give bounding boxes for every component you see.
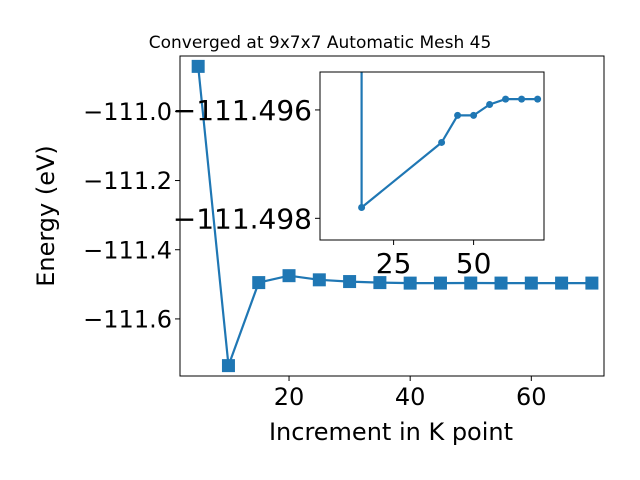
data-point [312,273,326,287]
main-y-ticks: −111.0 −111.2 −111.4 −111.6 [83,98,180,334]
main-chart: 20 40 60 −111.0 −111.2 −111.4 −111.6 Converge… [32,33,605,446]
data-point [252,276,266,290]
data-point [282,269,296,283]
data-point [585,276,599,290]
main-x-ticks: 20 40 60 [274,376,547,411]
inset-chart: 25 50 −111.498 −111.496 [173,71,545,280]
y-tick-label: −111.0 [83,98,172,126]
data-point [486,101,494,109]
data-point [454,111,462,119]
inset-series-markers [358,95,542,211]
y-tick-label: −111.498 [173,202,312,235]
inset-background [320,72,544,240]
main-series-markers [191,59,599,373]
main-plot-frame [179,55,605,377]
data-point [524,276,538,290]
x-tick-label: 50 [456,247,492,280]
inset-plot-frame [319,71,545,241]
x-tick-label: 40 [395,383,426,411]
data-point [191,59,205,73]
data-point [343,275,357,289]
inset-x-ticks: 25 50 [376,240,492,280]
x-tick-label: 60 [516,383,547,411]
data-point [464,276,478,290]
y-axis-label: Energy (eV) [32,145,60,287]
data-point [358,203,366,211]
data-point [438,138,446,146]
data-point [403,276,417,290]
data-point [534,95,542,103]
x-axis-label: Increment in K point [269,418,513,446]
data-point [373,276,387,290]
data-point [518,95,526,103]
y-tick-label: −111.2 [83,167,172,195]
y-tick-label: −111.4 [83,236,172,264]
data-point [494,276,508,290]
data-point [470,111,478,119]
x-tick-label: 20 [274,383,305,411]
data-point [555,276,569,290]
data-point [502,95,510,103]
chart-title: Converged at 9x7x7 Automatic Mesh 45 [149,33,492,53]
x-tick-label: 25 [376,247,412,280]
inset-y-ticks: −111.498 −111.496 [173,94,320,235]
y-tick-label: −111.496 [173,94,312,127]
y-tick-label: −111.6 [83,306,172,334]
data-point [221,359,235,373]
data-point [433,276,447,290]
